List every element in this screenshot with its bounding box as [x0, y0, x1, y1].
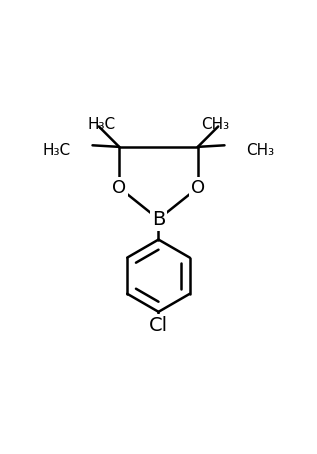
Text: H₃C: H₃C — [42, 143, 70, 158]
Text: CH₃: CH₃ — [201, 118, 229, 133]
Text: B: B — [152, 210, 165, 229]
Text: H₃C: H₃C — [88, 118, 116, 133]
Text: Cl: Cl — [149, 316, 168, 336]
Text: O: O — [112, 179, 126, 197]
Text: O: O — [191, 179, 205, 197]
Text: CH₃: CH₃ — [247, 143, 275, 158]
